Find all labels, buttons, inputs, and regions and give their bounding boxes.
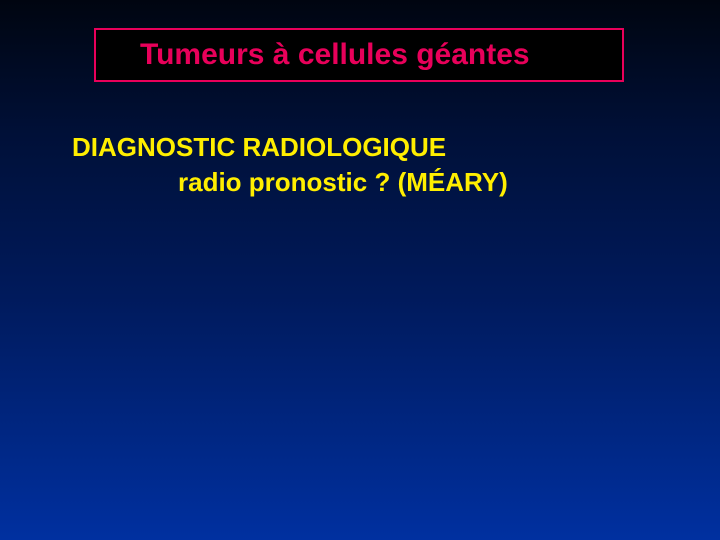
body-block: DIAGNOSTIC RADIOLOGIQUE radio pronostic … — [72, 130, 508, 200]
body-line-1: DIAGNOSTIC RADIOLOGIQUE — [72, 130, 508, 165]
slide: Tumeurs à cellules géantes DIAGNOSTIC RA… — [0, 0, 720, 540]
body-line-2: radio pronostic ? (MÉARY) — [72, 165, 508, 200]
title-box: Tumeurs à cellules géantes — [94, 28, 624, 82]
